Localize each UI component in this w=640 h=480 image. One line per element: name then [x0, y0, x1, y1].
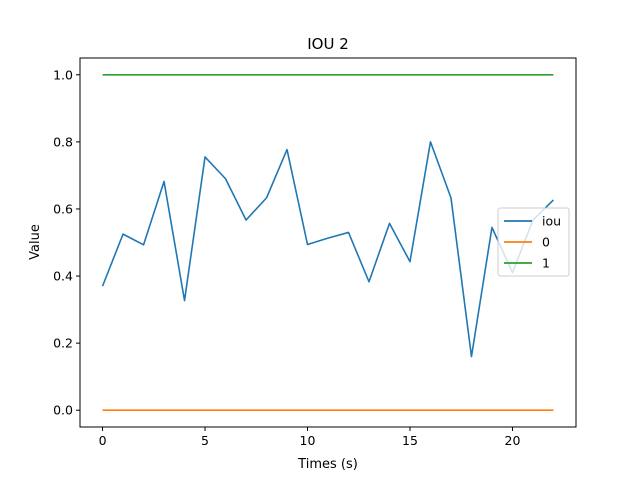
x-tick-label: 10 [300, 433, 316, 448]
x-tick-label: 0 [99, 433, 107, 448]
chart-title: IOU 2 [307, 35, 349, 53]
legend-entry-label: 1 [542, 256, 550, 271]
x-tick-label: 15 [402, 433, 418, 448]
y-tick-label: 0.0 [53, 403, 73, 418]
axes-frame [79, 57, 577, 428]
series-line-iou [101, 141, 555, 358]
y-tick-label: 0.8 [53, 134, 73, 149]
y-tick-label: 0.6 [53, 201, 73, 216]
x-tick-label: 20 [505, 433, 521, 448]
y-tick-label: 1.0 [53, 67, 73, 82]
y-tick-label: 0.4 [53, 269, 73, 284]
series-group [101, 73, 555, 412]
x-axis-label: Times (s) [297, 457, 358, 472]
x-axis-ticks: 0 5 10 15 20 [99, 427, 521, 448]
legend-entry-label: 0 [542, 235, 550, 250]
legend-box [497, 207, 570, 277]
y-tick-label: 0.2 [53, 336, 73, 351]
x-tick-label: 5 [201, 433, 209, 448]
y-axis-ticks: 0.0 0.2 0.4 0.6 0.8 1.0 [53, 67, 80, 418]
legend: iou 0 1 [497, 207, 570, 277]
legend-entry-label: iou [542, 214, 561, 229]
y-axis-label: Value [28, 224, 43, 260]
